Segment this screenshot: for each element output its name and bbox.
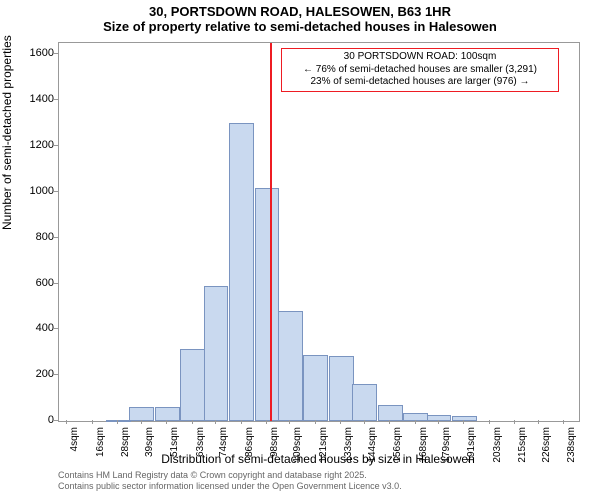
histogram-bar xyxy=(427,415,452,421)
ytick-mark xyxy=(54,374,58,375)
ytick-mark xyxy=(54,420,58,421)
ytick-label: 1200 xyxy=(4,139,54,151)
ytick-label: 1000 xyxy=(4,185,54,197)
reference-line xyxy=(270,43,272,421)
ytick-mark xyxy=(54,283,58,284)
xtick-mark xyxy=(415,420,416,424)
xtick-label: 109sqm xyxy=(292,427,303,487)
xtick-label: 168sqm xyxy=(418,427,429,487)
xtick-label: 179sqm xyxy=(441,427,452,487)
histogram-bar xyxy=(255,188,280,421)
xtick-mark xyxy=(266,420,267,424)
xtick-label: 63sqm xyxy=(195,427,206,487)
xtick-mark xyxy=(92,420,93,424)
xtick-mark xyxy=(141,420,142,424)
xtick-label: 238sqm xyxy=(566,427,577,487)
xtick-mark xyxy=(117,420,118,424)
histogram-bar xyxy=(229,123,254,421)
histogram-bar xyxy=(378,405,403,421)
histogram-bar xyxy=(155,407,180,421)
ytick-label: 1400 xyxy=(4,93,54,105)
title-line-2: Size of property relative to semi-detach… xyxy=(0,19,600,34)
xtick-label: 121sqm xyxy=(318,427,329,487)
xtick-mark xyxy=(215,420,216,424)
annot-line-2: ← 76% of semi-detached houses are smalle… xyxy=(286,64,554,77)
xtick-label: 86sqm xyxy=(244,427,255,487)
xtick-mark xyxy=(315,420,316,424)
xtick-mark xyxy=(340,420,341,424)
ytick-mark xyxy=(54,99,58,100)
xtick-mark xyxy=(514,420,515,424)
xtick-label: 156sqm xyxy=(392,427,403,487)
xtick-mark xyxy=(538,420,539,424)
histogram-bar xyxy=(204,286,229,421)
xtick-label: 144sqm xyxy=(367,427,378,487)
xtick-label: 39sqm xyxy=(144,427,155,487)
ytick-label: 600 xyxy=(4,277,54,289)
ytick-label: 0 xyxy=(4,414,54,426)
histogram-bar xyxy=(278,311,303,421)
xtick-mark xyxy=(241,420,242,424)
xtick-mark xyxy=(66,420,67,424)
xtick-label: 28sqm xyxy=(120,427,131,487)
histogram-bar xyxy=(352,384,377,421)
xtick-mark xyxy=(463,420,464,424)
xtick-label: 133sqm xyxy=(343,427,354,487)
annot-line-3: 23% of semi-detached houses are larger (… xyxy=(286,76,554,89)
histogram-bar xyxy=(129,407,154,421)
ytick-mark xyxy=(54,53,58,54)
ytick-label: 1600 xyxy=(4,47,54,59)
annotation-box: 30 PORTSDOWN ROAD: 100sqm ← 76% of semi-… xyxy=(281,48,559,92)
xtick-mark xyxy=(489,420,490,424)
ytick-label: 400 xyxy=(4,322,54,334)
xtick-label: 203sqm xyxy=(492,427,503,487)
xtick-mark xyxy=(563,420,564,424)
y-axis-label: Number of semi-detached properties xyxy=(0,35,14,230)
xtick-label: 4sqm xyxy=(69,427,80,487)
xtick-label: 215sqm xyxy=(517,427,528,487)
xtick-label: 191sqm xyxy=(466,427,477,487)
xtick-mark xyxy=(192,420,193,424)
histogram-bar xyxy=(180,349,205,421)
xtick-label: 74sqm xyxy=(218,427,229,487)
xtick-label: 98sqm xyxy=(269,427,280,487)
histogram-bar xyxy=(452,416,477,421)
annot-line-1: 30 PORTSDOWN ROAD: 100sqm xyxy=(286,51,554,64)
histogram-bar xyxy=(329,356,354,421)
xtick-label: 226sqm xyxy=(541,427,552,487)
ytick-mark xyxy=(54,237,58,238)
title-line-1: 30, PORTSDOWN ROAD, HALESOWEN, B63 1HR xyxy=(0,0,600,19)
ytick-mark xyxy=(54,145,58,146)
xtick-label: 51sqm xyxy=(169,427,180,487)
xtick-label: 16sqm xyxy=(95,427,106,487)
ytick-label: 200 xyxy=(4,368,54,380)
xtick-mark xyxy=(389,420,390,424)
plot-area: 30 PORTSDOWN ROAD: 100sqm ← 76% of semi-… xyxy=(58,42,580,422)
ytick-mark xyxy=(54,328,58,329)
xtick-mark xyxy=(438,420,439,424)
xtick-mark xyxy=(289,420,290,424)
xtick-mark xyxy=(364,420,365,424)
ytick-mark xyxy=(54,191,58,192)
ytick-label: 800 xyxy=(4,231,54,243)
histogram-bar xyxy=(303,355,328,421)
chart-container: 30, PORTSDOWN ROAD, HALESOWEN, B63 1HR S… xyxy=(0,0,600,500)
xtick-mark xyxy=(166,420,167,424)
